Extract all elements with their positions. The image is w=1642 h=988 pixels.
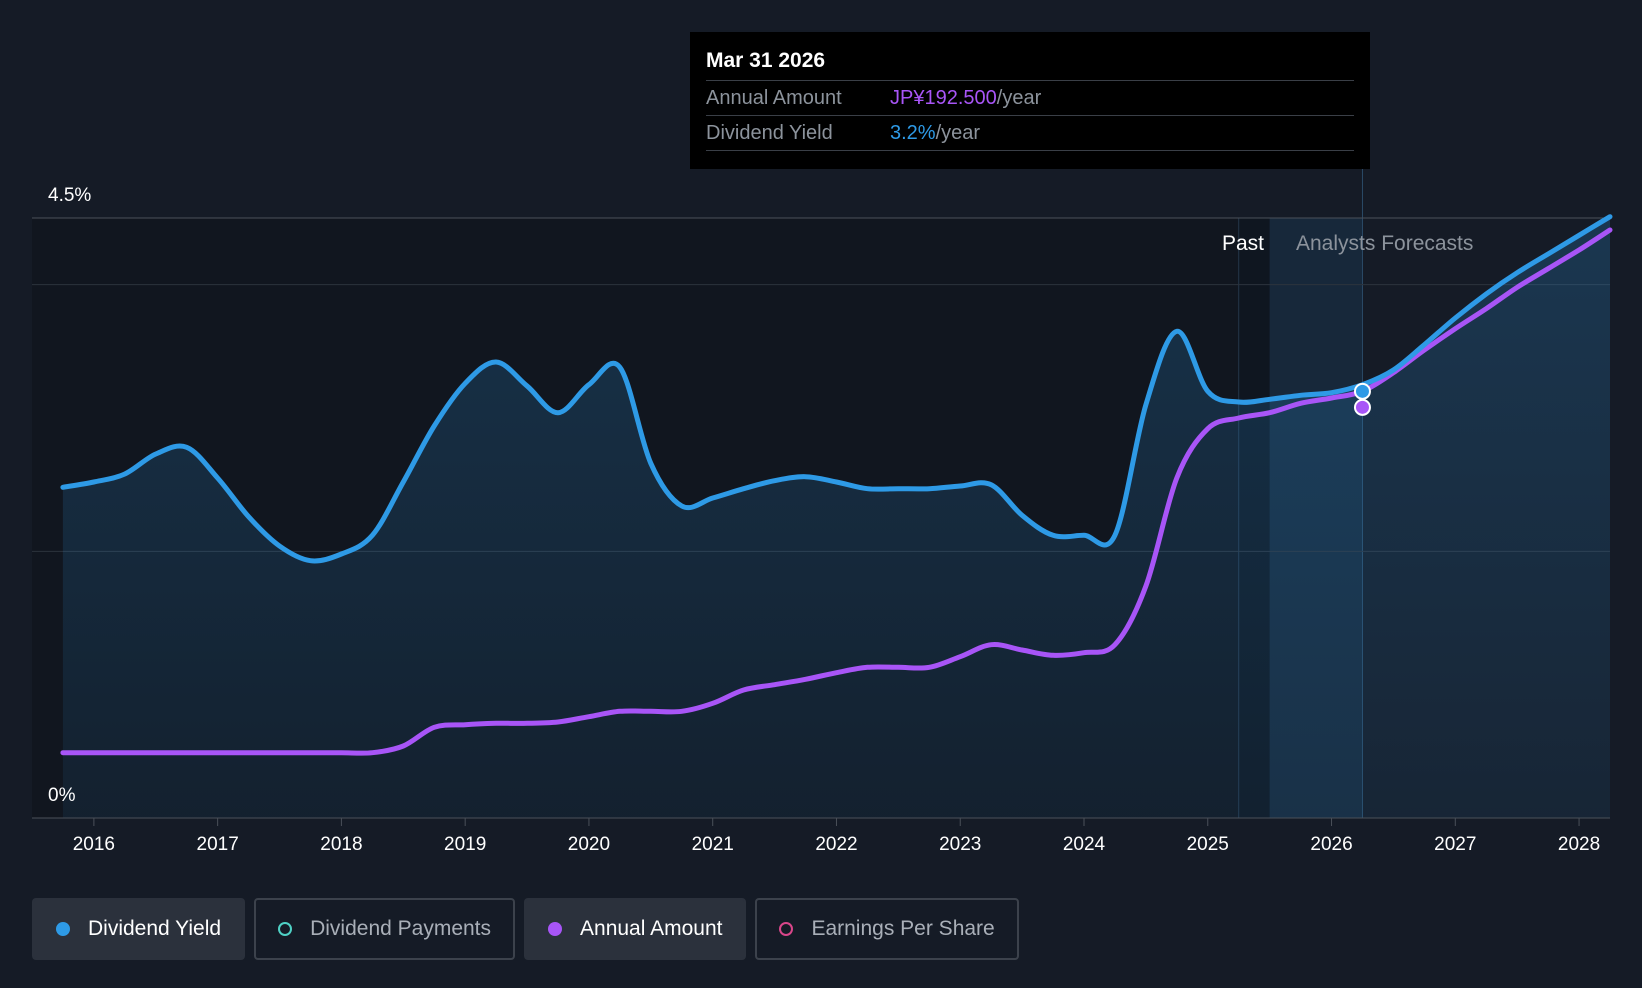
dividend-yield-area bbox=[62, 216, 1610, 818]
x-tick-label: 2027 bbox=[1434, 834, 1476, 855]
past-region-label: Past bbox=[1222, 232, 1264, 255]
x-tick-label: 2022 bbox=[815, 834, 857, 855]
legend-label: Dividend Payments bbox=[310, 917, 492, 940]
x-tick-label: 2023 bbox=[939, 834, 981, 855]
x-tick-label: 2024 bbox=[1063, 834, 1106, 855]
hollow-circle-icon bbox=[779, 922, 794, 936]
legend-earnings-per-share[interactable]: Earnings Per Share bbox=[755, 898, 1019, 960]
y-tick-label-top: 4.5% bbox=[48, 185, 91, 206]
dividend-yield-highlight-point bbox=[1353, 382, 1371, 400]
x-tick-label: 2017 bbox=[197, 834, 239, 855]
chart-legend: Dividend Yield Dividend Payments Annual … bbox=[32, 898, 1019, 960]
tooltip-annual-label: Annual Amount bbox=[706, 87, 842, 109]
tooltip-yield-value: 3.2% bbox=[890, 122, 936, 144]
forecast-region-label: Analysts Forecasts bbox=[1296, 232, 1473, 255]
legend-label: Earnings Per Share bbox=[811, 917, 995, 940]
x-tick-label: 2025 bbox=[1187, 834, 1229, 855]
legend-annual-amount[interactable]: Annual Amount bbox=[524, 898, 747, 960]
tooltip-annual-unit: /year bbox=[996, 87, 1042, 109]
tooltip-yield-row: Dividend Yield 3.2% /year bbox=[706, 116, 1354, 151]
dividend-yield-line bbox=[60, 214, 1613, 564]
hollow-circle-icon bbox=[278, 922, 293, 936]
legend-dividend-yield[interactable]: Dividend Yield bbox=[32, 898, 246, 960]
x-tick-label: 2019 bbox=[444, 834, 486, 855]
filled-circle-icon bbox=[56, 922, 70, 936]
legend-label: Dividend Yield bbox=[88, 917, 222, 940]
tooltip-annual-value: JP¥192.500 bbox=[890, 87, 997, 109]
annual-amount-highlight-point bbox=[1353, 398, 1371, 416]
x-tick-label: 2016 bbox=[73, 834, 115, 855]
x-tick-label: 2020 bbox=[568, 834, 610, 855]
chart-tooltip: Mar 31 2026 Annual Amount JP¥192.500 /ye… bbox=[690, 32, 1370, 169]
x-tick-label: 2018 bbox=[320, 834, 362, 855]
tooltip-yield-unit: /year bbox=[935, 122, 981, 144]
annual-amount-line bbox=[60, 227, 1613, 756]
tooltip-annual-row: Annual Amount JP¥192.500 /year bbox=[706, 81, 1354, 116]
legend-dividend-payments[interactable]: Dividend Payments bbox=[254, 898, 516, 960]
x-tick-label: 2021 bbox=[692, 834, 734, 855]
legend-label: Annual Amount bbox=[580, 917, 723, 940]
tooltip-date: Mar 31 2026 bbox=[706, 46, 1354, 81]
y-tick-label-bottom: 0% bbox=[48, 785, 76, 806]
x-tick-label: 2026 bbox=[1310, 834, 1352, 855]
tooltip-yield-label: Dividend Yield bbox=[706, 122, 833, 144]
x-tick-label: 2028 bbox=[1558, 834, 1600, 855]
filled-circle-icon bbox=[548, 922, 563, 936]
